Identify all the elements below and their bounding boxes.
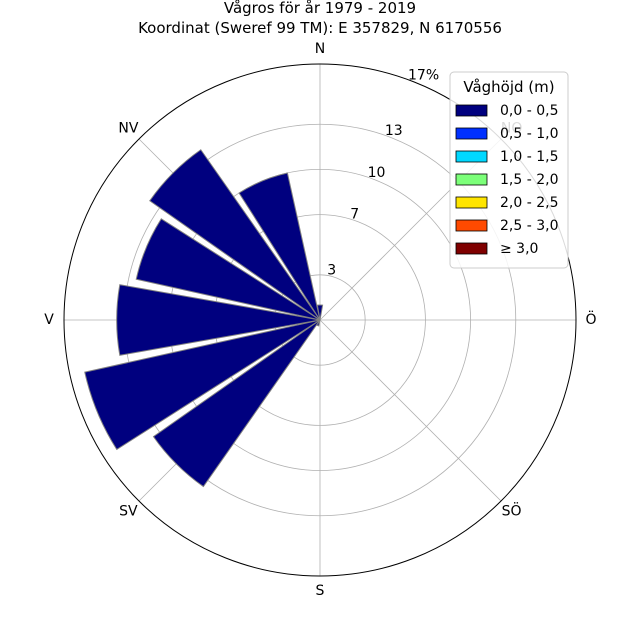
sector-bar-247.5	[84, 319, 321, 451]
legend-swatch-6	[455, 242, 488, 255]
direction-label-7: NV	[118, 120, 138, 136]
legend-label-5: 2,5 - 3,0	[500, 218, 558, 234]
sector-bar-0	[316, 304, 324, 321]
legend-swatch-0	[455, 104, 488, 117]
sector-bars	[84, 149, 324, 488]
grid-spoke-3	[319, 319, 502, 502]
sector-bar-292.5	[135, 218, 321, 321]
sector-bar-337.5	[238, 172, 321, 321]
direction-label-5: SV	[119, 504, 138, 520]
legend-swatch-2	[455, 150, 488, 163]
legend-label-0: 0,0 - 0,5	[500, 103, 558, 119]
legend-swatch-1	[455, 127, 488, 140]
legend-label-4: 2,0 - 2,5	[500, 195, 558, 211]
outer-frame	[63, 63, 577, 577]
radial-tick-3: 13	[385, 123, 403, 139]
direction-label-3: SÖ	[502, 502, 522, 520]
radial-tick-4: 17%	[408, 68, 439, 84]
legend-swatch-5	[455, 219, 488, 232]
radial-tick-0: 3	[327, 262, 336, 278]
radial-tick-2: 10	[368, 165, 386, 181]
legend-items: 0,0 - 0,5 0,5 - 1,0 1,0 - 1,5 1,5 - 2,0 2,0 …	[455, 103, 558, 257]
sector-bar-315	[149, 149, 321, 321]
legend-label-2: 1,0 - 1,5	[500, 149, 558, 165]
direction-label-6: V	[44, 312, 54, 328]
direction-label-4: S	[316, 583, 325, 599]
radial-tick-1: 7	[350, 207, 359, 223]
legend-label-3: 1,5 - 2,0	[500, 172, 558, 188]
legend-frame	[449, 71, 569, 269]
legend-swatch-3	[455, 173, 488, 186]
direction-label-2: Ö	[585, 310, 596, 328]
legend-label-6: ≥ 3,0	[500, 241, 538, 257]
sector-bar-225	[152, 319, 321, 488]
chart-title-line1: Vågros för år 1979 - 2019	[224, 0, 416, 17]
sector-bar-270	[116, 284, 321, 356]
legend-title: Våghöjd (m)	[463, 78, 554, 96]
legend-label-1: 0,5 - 1,0	[500, 126, 558, 142]
legend: Våghöjd (m) 0,0 - 0,5 0,5 - 1,0 1,0 - 1,5 1…	[449, 71, 569, 269]
direction-label-0: N	[315, 41, 325, 57]
legend-swatch-4	[455, 196, 488, 209]
chart-title-line2: Koordinat (Sweref 99 TM): E 357829, N 61…	[138, 19, 502, 37]
